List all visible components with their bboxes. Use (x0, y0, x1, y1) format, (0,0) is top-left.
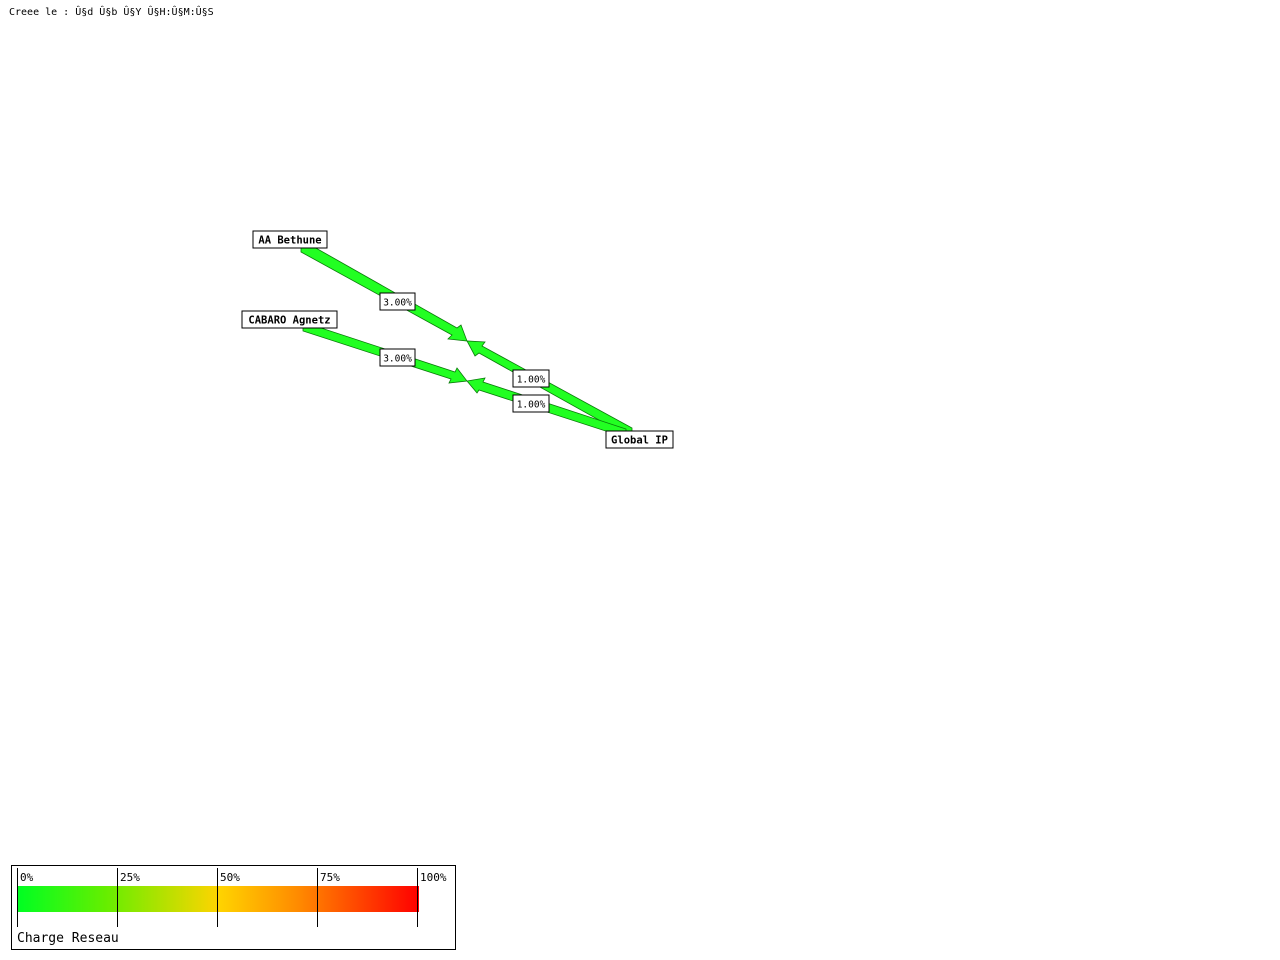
svg-text:CABARO Agnetz: CABARO Agnetz (248, 315, 330, 327)
created-timestamp: Creee le : Û§d Û§b Û§Y Û§H:Û§M:Û§S (9, 7, 214, 18)
node-global-ip[interactable]: Global IP (605, 430, 674, 449)
link-label-cabaro-in: 1.00% (512, 394, 550, 413)
legend-gradient-bar (18, 886, 419, 912)
link-label-cabaro-out: 3.00% (379, 348, 416, 367)
legend-tick-25: 25% (120, 871, 140, 884)
svg-text:1.00%: 1.00% (517, 375, 546, 386)
svg-text:3.00%: 3.00% (383, 298, 412, 309)
legend-tick-0: 0% (20, 871, 34, 884)
load-legend: 0% 25% 50% 75% 100% Charge Reseau (11, 865, 456, 950)
legend-tick-50: 50% (220, 871, 240, 884)
svg-text:AA Bethune: AA Bethune (258, 235, 321, 247)
svg-text:3.00%: 3.00% (383, 354, 412, 365)
legend-title: Charge Reseau (17, 931, 119, 946)
link-label-aa-in: 1.00% (512, 369, 550, 388)
node-aa-bethune[interactable]: AA Bethune (252, 230, 328, 249)
link-label-aa-out: 3.00% (379, 292, 416, 311)
svg-text:Global IP: Global IP (611, 435, 668, 447)
legend-tick-100: 100% (420, 871, 447, 884)
node-cabaro-agnetz[interactable]: CABARO Agnetz (241, 310, 338, 329)
svg-text:1.00%: 1.00% (517, 400, 546, 411)
legend-tick-75: 75% (320, 871, 340, 884)
